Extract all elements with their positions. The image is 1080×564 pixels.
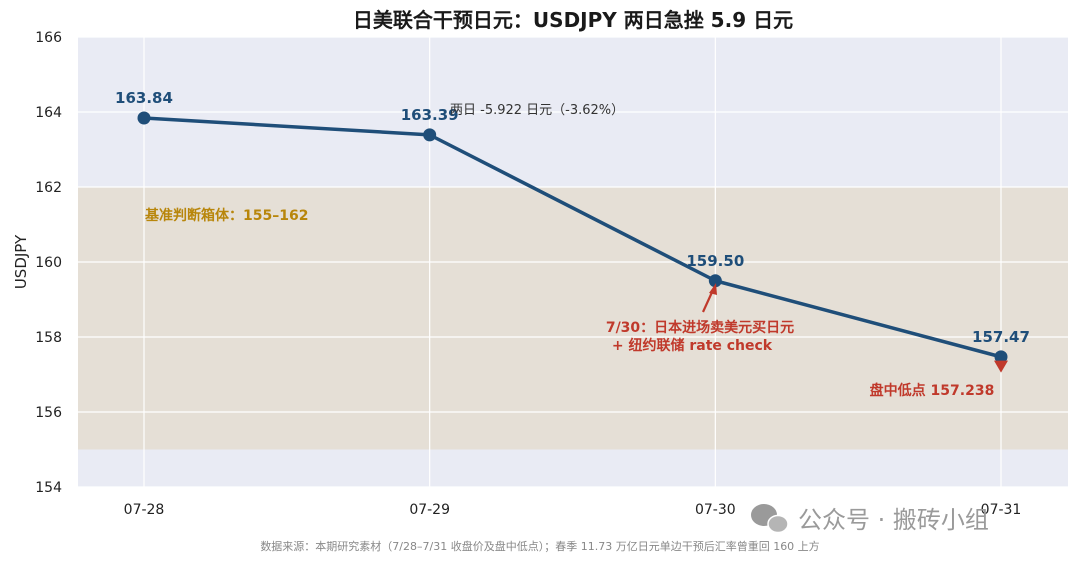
y-tick-label: 162 [35,180,62,196]
watermark-text: 公众号 · 搬砖小组 [798,506,989,534]
data-point [423,128,437,142]
y-tick-label: 166 [35,30,62,46]
event-arrow [701,289,715,313]
event-arrow-head [709,283,717,295]
x-tick-labels: 07-28 07-29 07-30 07-31 [124,502,1022,518]
intraday-low-label: 盘中低点 157.238 [870,382,995,399]
band-label: 基准判断箱体：155–162 [145,207,308,224]
data-label: 159.50 [686,252,744,270]
wechat-icon [751,504,789,534]
y-tick-labels: 154 156 158 160 162 164 166 [35,30,62,496]
y-tick-label: 158 [35,330,62,346]
intraday-low-marker [994,360,1008,373]
series-line-usdjpy [143,116,1002,359]
data-label: 163.39 [401,106,459,124]
x-tick-label: 07-30 [695,502,736,518]
y-tick-label: 154 [35,480,62,496]
data-label: 157.47 [972,328,1030,346]
data-point [708,274,722,288]
chart-title: 日美联合干预日元：USDJPY 两日急挫 5.9 日元 [353,8,793,32]
source-note: 数据来源：本期研究素材（7/28–7/31 收盘价及盘中低点）；春季 11.73… [260,539,819,553]
watermark: 公众号 · 搬砖小组 [751,504,989,534]
y-tick-label: 156 [35,405,62,421]
two-day-change-annotation: 两日 -5.922 日元（-3.62%） [450,103,624,118]
data-point [994,350,1008,364]
y-axis-label: USDJPY [12,234,30,289]
event-annotation-line2: + 纽约联储 rate check [612,337,773,354]
y-tick-label: 160 [35,255,62,271]
data-labels: 163.84 163.39 159.50 157.47 [115,89,1030,346]
data-label: 163.84 [115,89,173,107]
reference-band [78,187,1068,450]
y-tick-label: 164 [35,105,62,121]
x-tick-label: 07-29 [409,502,450,518]
x-tick-label: 07-31 [981,502,1022,518]
data-points [137,111,1008,364]
data-point [137,111,151,125]
event-annotation-line1: 7/30：日本进场卖美元买日元 [606,319,794,336]
x-tick-label: 07-28 [124,502,165,518]
